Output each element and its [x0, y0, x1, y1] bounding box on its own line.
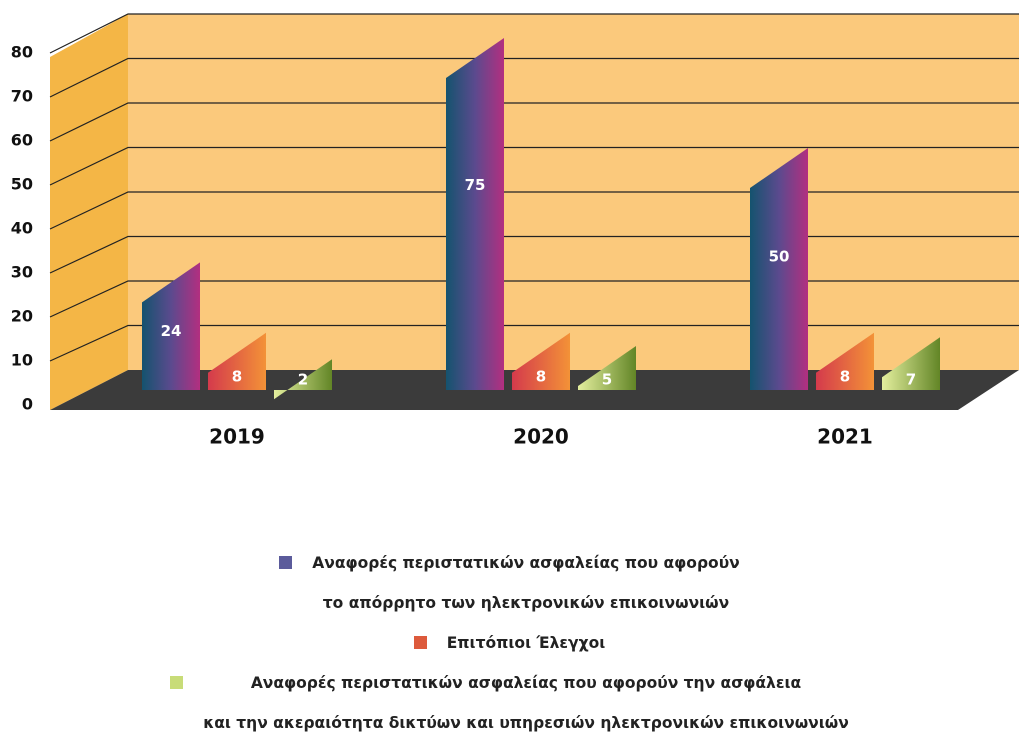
- legend-swatch: [279, 556, 293, 569]
- y-tick-label: 0: [22, 395, 33, 414]
- bar: [208, 332, 266, 390]
- y-tick-label: 70: [11, 87, 33, 106]
- y-tick-label: 60: [11, 131, 33, 150]
- y-tick-label: 50: [11, 175, 33, 194]
- grid-line: [49, 235, 1019, 274]
- side-wall: [50, 14, 128, 410]
- value-label: 24: [161, 322, 182, 340]
- legend: Αναφορές περιστατικών ασφαλείας που αφορ…: [0, 543, 1019, 743]
- bar: [578, 346, 636, 390]
- bar: [882, 337, 940, 390]
- legend-item: Αναφορές περιστατικών ασφαλείας που αφορ…: [279, 543, 740, 623]
- grid-line: [49, 280, 1019, 318]
- legend-swatch: [413, 636, 427, 649]
- x-tick-label: 2021: [817, 425, 873, 449]
- grid-line: [49, 57, 1019, 98]
- legend-item: Αναφορές περιστατικών ασφαλείας που αφορ…: [170, 663, 849, 743]
- grid-line: [49, 146, 1019, 186]
- value-label: 2: [298, 371, 308, 389]
- bar: [446, 38, 504, 390]
- y-tick-label: 40: [11, 219, 33, 238]
- bar: [274, 359, 332, 400]
- bar: [816, 332, 874, 390]
- value-label: 7: [906, 370, 916, 388]
- value-label: 75: [465, 176, 486, 194]
- legend-label: Αναφορές περιστατικών ασφαλείας που αφορ…: [312, 554, 740, 612]
- bar: [142, 262, 200, 390]
- grid-line: [49, 13, 1019, 54]
- grid-line: [49, 102, 1019, 142]
- y-tick-label: 20: [11, 307, 33, 326]
- x-tick-label: 2020: [513, 425, 569, 449]
- legend-swatch: [170, 676, 184, 689]
- legend-label: Επιτόπιοι Έλεγχοι: [446, 634, 606, 652]
- value-label: 8: [232, 368, 242, 386]
- grid-line: [49, 191, 1019, 230]
- bar: [750, 148, 808, 390]
- x-tick-label: 2019: [209, 425, 265, 449]
- value-label: 5: [602, 371, 612, 389]
- grid-line: [49, 324, 1019, 362]
- y-tick-label: 30: [11, 263, 33, 282]
- bar: [512, 332, 570, 390]
- chart: 24 8 2 75 8 5 50 8 7 0 10 20 30 40 50 60 70 80 2019 2020 20…: [11, 13, 1019, 449]
- value-label: 50: [769, 248, 790, 266]
- value-label: 8: [840, 368, 850, 386]
- y-tick-label: 10: [11, 351, 33, 370]
- legend-item: Επιτόπιοι Έλεγχοι: [413, 623, 606, 663]
- legend-label: Αναφορές περιστατικών ασφαλείας που αφορ…: [203, 674, 849, 732]
- value-label: 8: [536, 368, 546, 386]
- y-tick-label: 80: [11, 43, 33, 62]
